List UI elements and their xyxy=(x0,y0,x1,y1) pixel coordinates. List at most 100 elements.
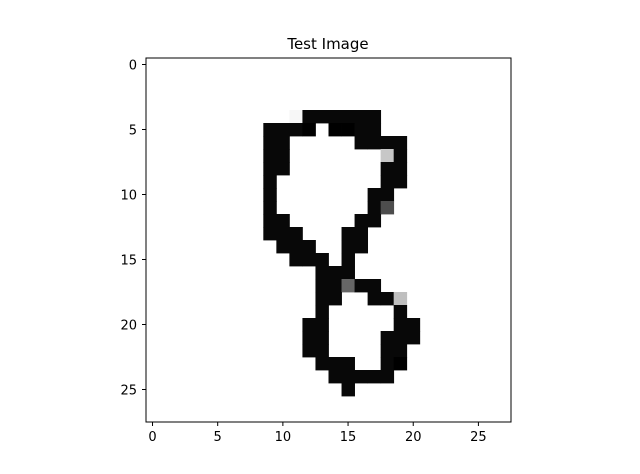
image-pixel xyxy=(368,201,381,214)
image-pixel xyxy=(342,123,355,136)
image-pixel xyxy=(381,331,394,344)
image-pixel xyxy=(355,279,368,292)
y-tick-label: 10 xyxy=(120,189,137,204)
image-pixel xyxy=(407,331,420,344)
image-pixel xyxy=(381,149,394,162)
image-pixel xyxy=(394,292,407,305)
image-pixel xyxy=(263,123,276,136)
image-pixel xyxy=(381,175,394,188)
image-pixel xyxy=(329,110,342,123)
image-pixel xyxy=(394,149,407,162)
x-tick-label: 10 xyxy=(275,430,292,445)
image-pixel xyxy=(368,110,381,123)
image-pixel xyxy=(394,344,407,357)
image-pixel xyxy=(263,162,276,175)
image-pixel xyxy=(381,188,394,201)
image-pixel xyxy=(315,357,328,370)
image-pixel xyxy=(276,136,289,149)
image-pixel xyxy=(276,162,289,175)
image-pixel xyxy=(315,331,328,344)
image-pixel xyxy=(276,227,289,240)
image-pixel xyxy=(368,123,381,136)
image-pixel xyxy=(342,357,355,370)
image-pixel xyxy=(315,344,328,357)
image-pixel xyxy=(342,110,355,123)
image-pixel xyxy=(329,370,342,383)
image-pixel xyxy=(276,214,289,227)
image-pixel xyxy=(329,266,342,279)
image-pixel xyxy=(329,123,342,136)
image-pixel xyxy=(407,318,420,331)
image-pixel xyxy=(302,331,315,344)
image-pixel xyxy=(394,305,407,318)
image-pixel xyxy=(381,370,394,383)
image-pixel xyxy=(315,318,328,331)
image-pixel xyxy=(263,175,276,188)
image-pixel xyxy=(329,279,342,292)
image-pixel xyxy=(368,136,381,149)
image-pixel xyxy=(381,344,394,357)
image-pixel xyxy=(342,383,355,396)
image-pixel xyxy=(355,136,368,149)
image-pixel xyxy=(394,357,407,370)
x-tick-label: 0 xyxy=(148,430,156,445)
image-pixel xyxy=(276,123,289,136)
image-pixel xyxy=(315,292,328,305)
image-pixel xyxy=(289,227,302,240)
image-pixel xyxy=(381,162,394,175)
image-pixel xyxy=(263,201,276,214)
image-pixel xyxy=(276,240,289,253)
image-pixel xyxy=(394,175,407,188)
image-pixel xyxy=(315,110,328,123)
image-pixel xyxy=(342,240,355,253)
y-tick-label: 5 xyxy=(129,124,137,139)
image-pixel xyxy=(355,227,368,240)
x-tick-label: 25 xyxy=(470,430,487,445)
image-pixel xyxy=(381,292,394,305)
image-pixel xyxy=(263,188,276,201)
image-pixel xyxy=(394,162,407,175)
image-pixel xyxy=(342,227,355,240)
image-pixel xyxy=(276,149,289,162)
image-pixel xyxy=(289,110,302,123)
image-pixel xyxy=(263,214,276,227)
y-tick-label: 25 xyxy=(120,384,137,399)
x-tick-label: 20 xyxy=(405,430,422,445)
image-pixel xyxy=(289,253,302,266)
image-pixel xyxy=(289,240,302,253)
image-pixel xyxy=(394,331,407,344)
image-pixel xyxy=(342,253,355,266)
image-pixel xyxy=(394,136,407,149)
image-pixel xyxy=(381,201,394,214)
image-pixel xyxy=(289,123,302,136)
image-pixel xyxy=(368,279,381,292)
image-pixel xyxy=(263,227,276,240)
image-pixel xyxy=(355,123,368,136)
image-pixel xyxy=(342,370,355,383)
image-pixel xyxy=(329,357,342,370)
image-pixel xyxy=(263,136,276,149)
chart-title: Test Image xyxy=(286,35,368,53)
image-pixel xyxy=(302,123,315,136)
y-tick-label: 20 xyxy=(120,319,137,334)
image-pixel xyxy=(329,292,342,305)
image-pixel xyxy=(355,370,368,383)
y-tick-label: 0 xyxy=(129,59,137,74)
image-pixel xyxy=(368,370,381,383)
image-pixel xyxy=(368,214,381,227)
image-pixel xyxy=(381,136,394,149)
image-pixel xyxy=(302,253,315,266)
image-pixel xyxy=(355,110,368,123)
image-pixel xyxy=(302,344,315,357)
image-pixel xyxy=(263,149,276,162)
x-tick-label: 5 xyxy=(214,430,222,445)
y-tick-label: 15 xyxy=(120,254,137,269)
image-pixel xyxy=(315,266,328,279)
image-pixel xyxy=(315,305,328,318)
image-pixel xyxy=(315,253,328,266)
image-pixel xyxy=(394,318,407,331)
x-tick-label: 15 xyxy=(340,430,357,445)
image-pixel xyxy=(302,110,315,123)
image-pixel xyxy=(302,318,315,331)
